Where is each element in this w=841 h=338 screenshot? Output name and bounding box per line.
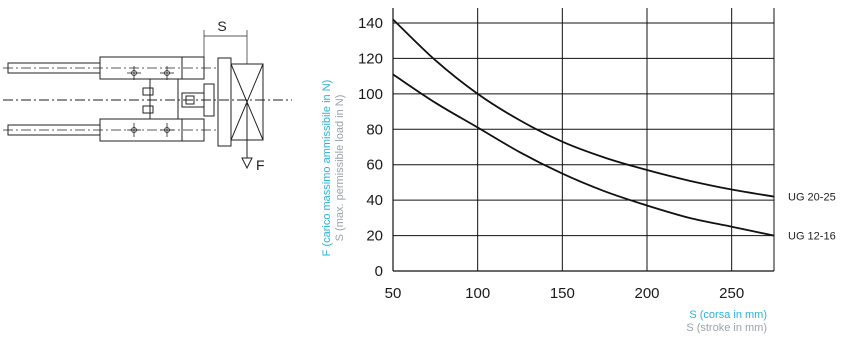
y-tick-label: 20 xyxy=(366,228,383,245)
y-tick-label: 140 xyxy=(358,15,383,32)
chart: 50 100 150 200 250 0 20 40 60 80 100 120 140 UG 20-… xyxy=(321,8,836,334)
upper-guide-block xyxy=(99,56,205,80)
bolt-markers xyxy=(127,66,174,137)
stroke-dimension-label: S xyxy=(217,18,226,34)
lower-guide-block xyxy=(99,118,205,142)
x-tick-label: 250 xyxy=(719,285,744,302)
chart-grid xyxy=(393,8,775,271)
x-axis-label-secondary: S (stroke in mm) xyxy=(686,322,767,334)
central-mechanism xyxy=(142,79,215,119)
force-label: F xyxy=(256,157,265,173)
x-tick-label: 100 xyxy=(465,285,490,302)
series-line-2 xyxy=(392,73,775,237)
x-tick-label: 150 xyxy=(550,285,575,302)
force-arrow-head xyxy=(241,157,253,170)
y-tick-labels: 0 20 40 60 80 100 120 140 xyxy=(358,15,383,280)
x-tick-label: 50 xyxy=(385,285,402,302)
series-label-1: UG 20-25 xyxy=(788,192,836,204)
series-label-2: UG 12-16 xyxy=(788,231,836,243)
y-tick-label: 60 xyxy=(366,157,383,174)
y-tick-label: 80 xyxy=(366,121,383,138)
front-plate xyxy=(217,57,232,147)
chart-series xyxy=(392,18,775,237)
y-axis-label: F (carico massimo ammissibile in N) xyxy=(321,80,333,257)
x-tick-labels: 50 100 150 200 250 xyxy=(385,285,745,302)
y-axis-label-secondary: S (max. permissible load in N) xyxy=(334,95,346,242)
y-tick-label: 100 xyxy=(358,86,383,103)
x-tick-label: 200 xyxy=(634,285,659,302)
x-axis-label: S (corsa in mm) xyxy=(689,309,767,321)
series-labels: UG 20-25 UG 12-16 xyxy=(788,192,836,243)
mechanical-drawing xyxy=(3,30,292,170)
series-line-1 xyxy=(392,18,775,198)
y-tick-label: 120 xyxy=(358,50,383,67)
y-tick-label: 40 xyxy=(366,192,383,209)
y-tick-label: 0 xyxy=(375,263,383,280)
